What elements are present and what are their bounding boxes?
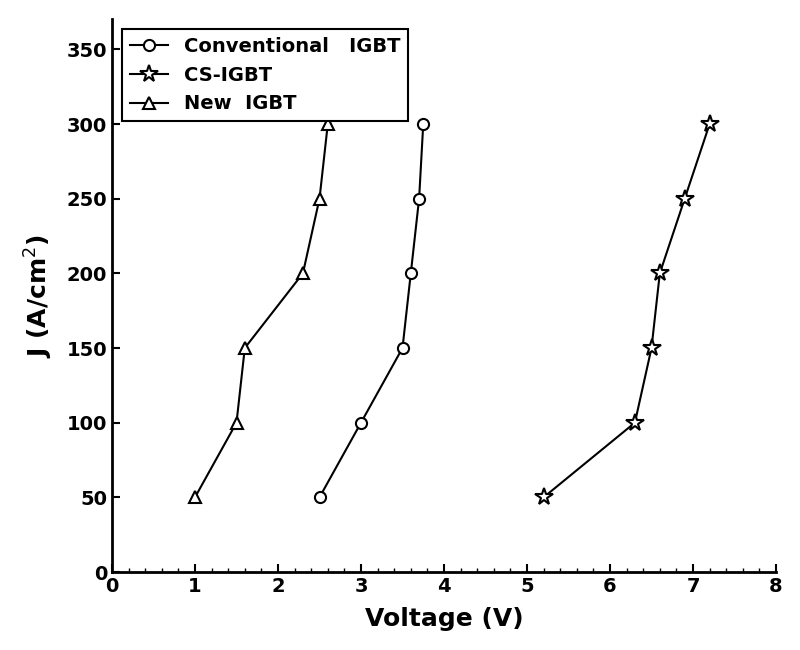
Y-axis label: J (A/cm$^2$): J (A/cm$^2$): [23, 234, 55, 358]
New  IGBT: [323, 120, 333, 128]
Conventional   IGBT: [398, 344, 407, 352]
Conventional   IGBT: [414, 195, 424, 203]
Conventional   IGBT: [418, 120, 428, 128]
X-axis label: Voltage (V): Voltage (V): [365, 607, 523, 631]
CS-IGBT: [680, 195, 690, 203]
CS-IGBT: [646, 344, 656, 352]
CS-IGBT: [630, 419, 640, 426]
Line: New  IGBT: New IGBT: [189, 118, 334, 504]
CS-IGBT: [539, 493, 549, 501]
CS-IGBT: [655, 270, 665, 278]
New  IGBT: [240, 344, 250, 352]
Conventional   IGBT: [356, 419, 366, 426]
Line: Conventional   IGBT: Conventional IGBT: [314, 118, 429, 503]
Line: CS-IGBT: CS-IGBT: [534, 115, 718, 506]
New  IGBT: [232, 419, 242, 426]
Legend: Conventional   IGBT, CS-IGBT, New  IGBT: Conventional IGBT, CS-IGBT, New IGBT: [122, 29, 408, 121]
Conventional   IGBT: [406, 270, 416, 278]
New  IGBT: [314, 195, 324, 203]
New  IGBT: [298, 270, 308, 278]
CS-IGBT: [705, 120, 714, 128]
Conventional   IGBT: [314, 493, 324, 501]
New  IGBT: [190, 493, 200, 501]
